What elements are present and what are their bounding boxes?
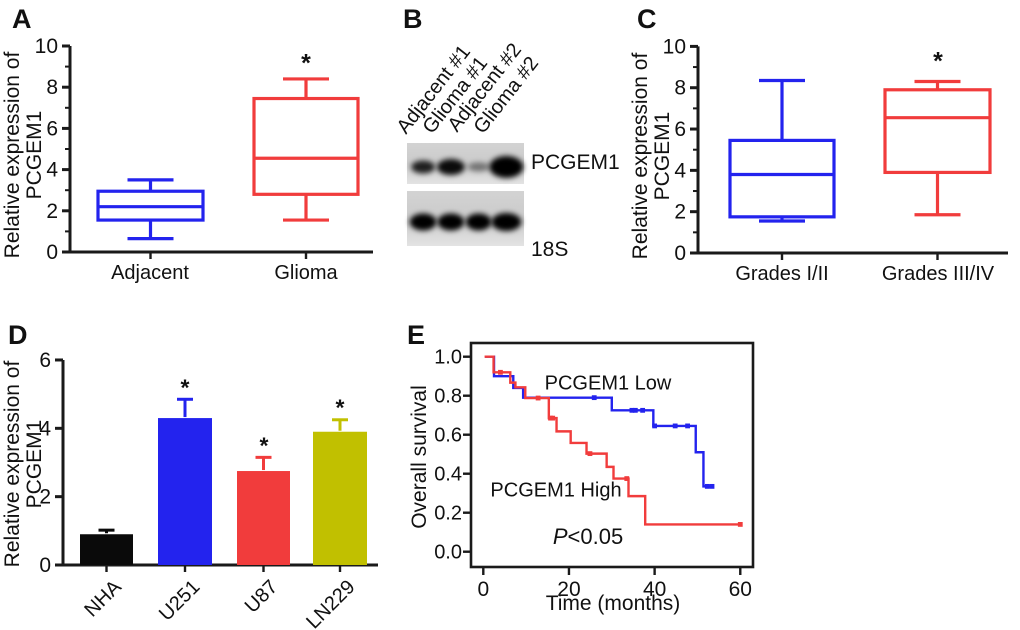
d-y-axis-title-line2: PCGEM1 (23, 419, 46, 509)
e-censor-mark (587, 451, 593, 457)
e-x-axis-title: Time (months) (545, 592, 681, 615)
c-y-tick-label: 0 (674, 242, 686, 265)
panel-label-a: A (12, 4, 32, 34)
d-asterisk-u251: * (180, 374, 190, 401)
a-significance-asterisk: * (301, 49, 311, 78)
c-box (883, 88, 992, 175)
a-category-glioma: Glioma (274, 262, 338, 284)
blot-band (411, 160, 436, 174)
e-censor-mark (498, 369, 503, 375)
d-y-tick-label: 6 (39, 349, 51, 372)
c-y-tick-label: 10 (663, 35, 686, 58)
e-p-value-symbol: P (552, 524, 568, 549)
e-censor-mark (591, 395, 597, 401)
c-category-grades-3-4: Grades III/IV (881, 263, 995, 285)
c-y-axis-title-line2: PCGEM1 (651, 111, 674, 201)
panel-label-e: E (407, 320, 426, 350)
e-censor-mark (652, 423, 658, 429)
e-censor-mark (737, 522, 743, 527)
d-bar-nha (80, 534, 133, 565)
e-censor-mark (629, 407, 635, 413)
e-y-tick-label: 0.8 (434, 386, 462, 408)
e-annotation-pcgem1-high: PCGEM1 High (490, 479, 622, 502)
c-significance-asterisk: * (933, 47, 943, 76)
e-y-tick-label: 0.2 (434, 503, 462, 525)
a-y-axis-title-line2: PCGEM1 (23, 110, 46, 200)
d-asterisk-ln229: * (335, 394, 345, 421)
e-p-value-rest: <0.05 (567, 524, 624, 549)
e-y-axis-title: Overall survival (408, 385, 431, 529)
c-box (728, 138, 836, 219)
e-censor-mark (709, 483, 715, 489)
e-plot-frame (469, 341, 755, 569)
a-y-tick-label: 6 (46, 117, 58, 140)
a-y-tick-label: 4 (46, 159, 58, 182)
blot-band (489, 156, 524, 178)
e-y-tick-label: 0.6 (434, 425, 462, 447)
e-censor-mark (704, 483, 710, 489)
d-bar-u87 (237, 471, 290, 565)
e-censor-mark (624, 476, 630, 481)
e-censor-mark (632, 407, 638, 413)
a-category-adjacent: Adjacent (111, 262, 189, 284)
c-y-tick-label: 4 (674, 159, 686, 182)
e-censor-mark (550, 415, 556, 421)
a-y-tick-label: 0 (46, 241, 58, 264)
e-censor-mark (672, 423, 678, 429)
c-y-tick-label: 2 (674, 201, 686, 224)
a-y-tick-label: 10 (35, 35, 58, 58)
b-row-label-18s: 18S (531, 238, 569, 261)
e-censor-mark (535, 395, 541, 401)
e-censor-mark (685, 423, 690, 429)
e-annotation-pcgem1-low: PCGEM1 Low (544, 372, 672, 395)
a-y-tick-label: 2 (46, 200, 58, 223)
d-asterisk-u87: * (259, 432, 269, 459)
e-x-tick-label: 20 (557, 578, 580, 601)
e-km-curve-blue (485, 355, 713, 488)
e-y-tick-label: 0.4 (434, 464, 462, 486)
d-bar-ln229 (313, 431, 367, 565)
panel-label-c: C (637, 4, 657, 34)
c-category-grades-1-2: Grades I/II (735, 263, 829, 285)
e-y-tick-label: 0.0 (434, 542, 462, 564)
e-x-tick-label: 60 (729, 578, 752, 601)
a-box (252, 96, 360, 196)
blot-band (436, 159, 465, 175)
blot-band (491, 213, 522, 231)
d-y-tick-label: 0 (39, 554, 51, 577)
b-row-label-pcgem1: PCGEM1 (531, 151, 620, 174)
c-y-tick-label: 8 (674, 77, 686, 100)
d-y-tick-label: 4 (39, 417, 51, 440)
panel-label-d: D (8, 320, 28, 350)
d-bar-u251 (158, 418, 212, 565)
e-x-tick-label: 40 (643, 578, 666, 601)
e-x-tick-label: 0 (477, 578, 489, 601)
c-y-tick-label: 6 (674, 118, 686, 141)
blot-band (437, 213, 465, 231)
e-censor-mark (640, 407, 646, 413)
blot-band (409, 213, 437, 231)
e-p-value: P<0.05 (553, 524, 623, 550)
a-y-tick-label: 8 (46, 76, 58, 99)
blot-band (467, 162, 490, 172)
e-y-tick-label: 1.0 (434, 347, 462, 369)
blot-band (465, 213, 492, 231)
panel-label-b: B (403, 4, 423, 34)
d-y-tick-label: 2 (39, 486, 51, 509)
